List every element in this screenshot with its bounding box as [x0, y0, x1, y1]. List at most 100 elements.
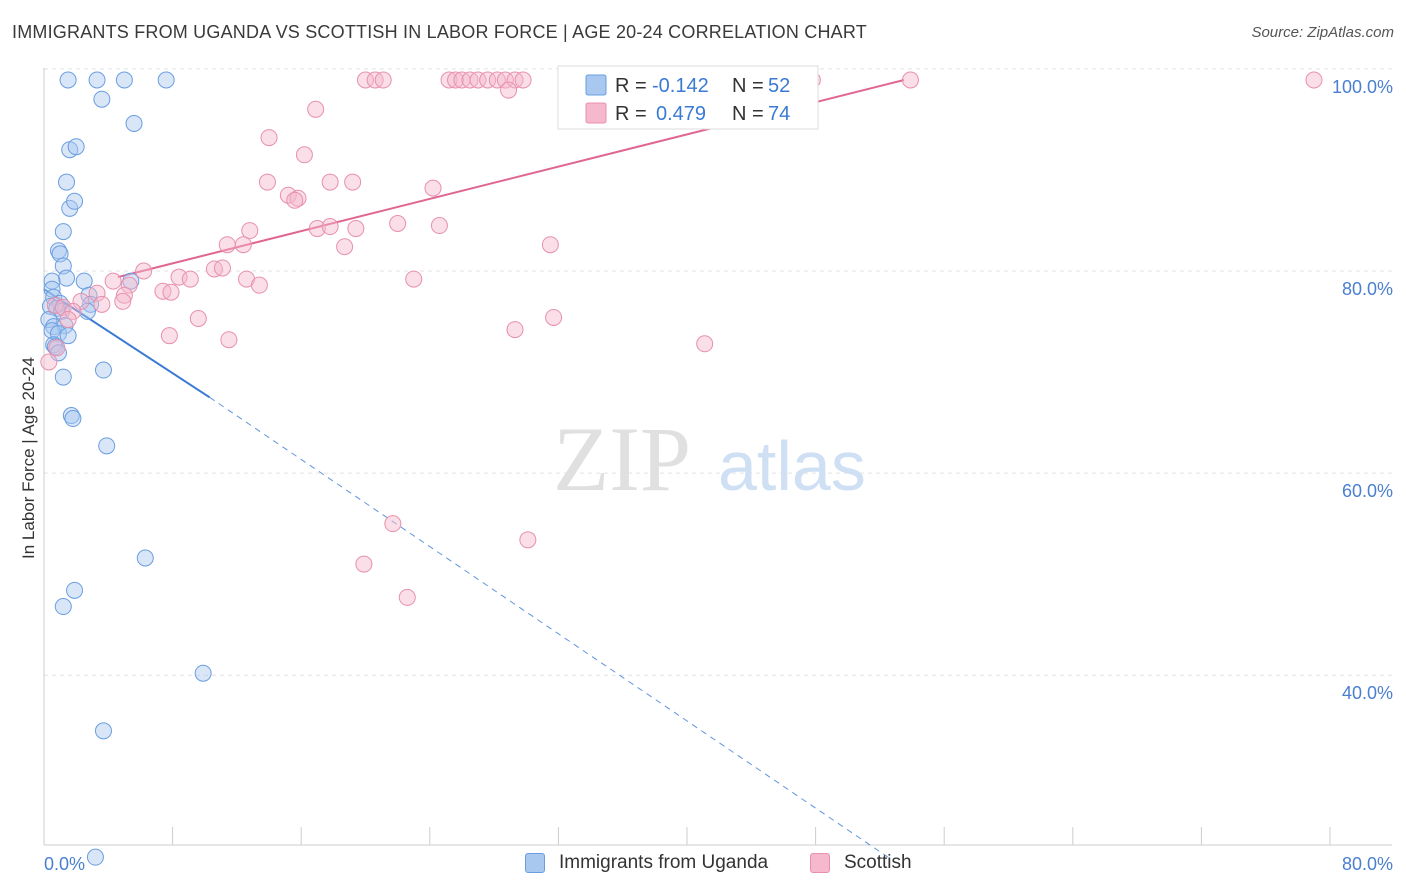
uganda-point-17 [75, 272, 93, 290]
uganda-point-27 [78, 302, 96, 320]
trend-line-uganda-extended [209, 396, 889, 858]
scottish-point-10 [496, 71, 514, 89]
uganda-point-42 [136, 549, 154, 567]
scottish-point-67 [545, 308, 563, 326]
scottish-point-23 [500, 81, 518, 99]
watermark: ZIP atlas [553, 408, 866, 510]
scottish-point-2 [374, 71, 392, 89]
uganda-point-15 [58, 269, 76, 287]
uganda-point-43 [66, 581, 84, 599]
uganda-point-11 [54, 223, 72, 241]
uganda-point-7 [67, 138, 85, 156]
scottish-point-25 [260, 129, 278, 147]
scottish-point-64 [59, 311, 77, 329]
scottish-point-48 [181, 270, 199, 288]
legend-swatch-scottish [810, 853, 830, 873]
scottish-point-59 [114, 292, 132, 310]
uganda-point-3 [157, 71, 175, 89]
y-axis-label: In Labor Force | Age 20-24 [19, 357, 38, 559]
y-tick-label-80: 80.0% [1342, 279, 1393, 299]
scottish-point-65 [189, 309, 207, 327]
uganda-point-40 [64, 410, 82, 428]
uganda-point-45 [194, 664, 212, 682]
scottish-point-41 [234, 236, 252, 254]
legend-label-uganda: Immigrants from Uganda [559, 852, 769, 873]
scottish-point-34 [389, 215, 407, 233]
uganda-point-46 [94, 722, 112, 740]
scottish-point-42 [336, 238, 354, 256]
uganda-point-44 [54, 598, 72, 616]
scottish-point-35 [430, 217, 448, 235]
axes [43, 68, 1392, 846]
scottish-point-0 [357, 71, 374, 89]
legend-bottom: Immigrants from Uganda Scottish [0, 850, 1406, 880]
scottish-point-22 [1305, 71, 1323, 89]
scottish-point-70 [696, 335, 714, 353]
legend-top-n-label-scottish: N = [732, 103, 764, 125]
scottish-point-76 [398, 588, 416, 606]
scottish-point-32 [289, 189, 307, 207]
legend-label-scottish: Scottish [844, 852, 912, 873]
scottish-point-75 [355, 555, 373, 573]
scottish-point-53 [405, 270, 423, 288]
uganda-point-33 [59, 327, 77, 345]
chart-title: IMMIGRANTS FROM UGANDA VS SCOTTISH IN LA… [12, 22, 867, 42]
scottish-point-72 [40, 353, 58, 371]
x-tick-label-min: 0.0% [44, 854, 85, 874]
scottish-point-27 [321, 173, 339, 191]
uganda-point-0 [59, 71, 77, 89]
scottish-point-38 [321, 218, 339, 236]
scottish-point-57 [115, 286, 133, 304]
legend-top-r-value-scottish: 0.479 [656, 103, 706, 125]
legend-swatch-uganda [525, 853, 545, 873]
legend-item-scottish: Scottish [810, 852, 912, 874]
scottish-point-50 [120, 276, 138, 294]
scottish-point-66 [506, 321, 524, 339]
scottish-point-12 [514, 71, 532, 89]
scottish-point-46 [213, 259, 231, 277]
scottish-point-69 [220, 331, 238, 349]
scottish-point-63 [64, 302, 82, 320]
y-tick-label-100: 100.0% [1332, 77, 1393, 97]
uganda-point-2 [115, 71, 133, 89]
scottish-point-7 [469, 71, 487, 89]
scottish-point-43 [541, 236, 559, 254]
scottish-point-28 [258, 173, 276, 191]
uganda-point-8 [58, 173, 76, 191]
uganda-point-5 [125, 114, 143, 132]
scottish-point-30 [424, 179, 442, 197]
watermark-zip: ZIP [553, 408, 691, 510]
scottish-point-71 [48, 339, 66, 357]
grid-lines [44, 68, 1392, 676]
scottish-point-47 [170, 268, 188, 286]
scottish-point-8 [479, 71, 497, 89]
uganda-point-47 [86, 848, 104, 866]
scottish-point-55 [162, 283, 180, 301]
uganda-point-41 [98, 437, 116, 455]
scottish-point-73 [384, 515, 402, 533]
watermark-atlas: atlas [718, 427, 866, 505]
scottish-point-44 [135, 262, 153, 280]
x-tick-label-max: 80.0% [1342, 854, 1393, 874]
scottish-point-61 [93, 295, 111, 313]
legend-top-r-label-scottish: R = [615, 103, 647, 125]
scottish-point-29 [344, 173, 362, 191]
legend-item-uganda: Immigrants from Uganda [525, 852, 768, 874]
scottish-point-56 [88, 284, 106, 302]
legend-top-r-value-uganda: -0.142 [652, 75, 709, 97]
scottish-point-74 [519, 531, 537, 549]
scottish-point-37 [308, 220, 326, 238]
legend-top: R = -0.142 N = 52 R = 0.479 N = 74 [557, 65, 819, 130]
uganda-point-4 [93, 90, 111, 108]
x-tick-labels: 0.0% 80.0% [44, 854, 1393, 874]
scottish-point-33 [286, 191, 304, 209]
uganda-point-10 [66, 192, 84, 210]
legend-top-swatch-uganda [585, 74, 607, 96]
scottish-point-52 [250, 276, 268, 294]
uganda-point-38 [54, 368, 72, 386]
scottish-point-40 [218, 236, 236, 254]
uganda-point-39 [62, 407, 80, 425]
scottish-point-4 [447, 71, 465, 89]
series-scottish-points [40, 71, 1323, 606]
y-tick-label-60: 60.0% [1342, 481, 1393, 501]
